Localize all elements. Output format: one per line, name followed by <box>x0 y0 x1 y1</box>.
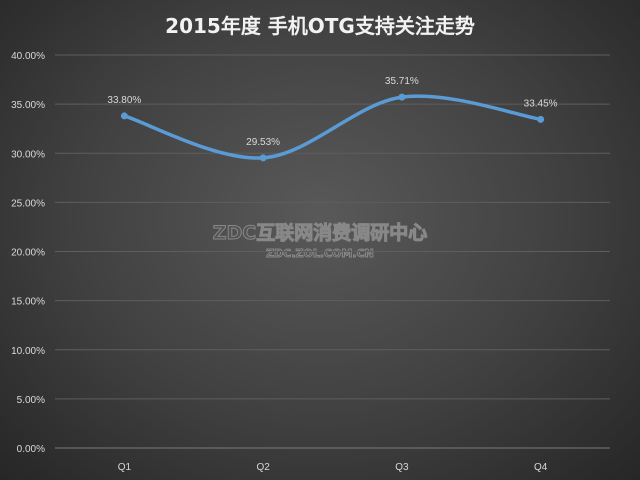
data-label: 33.80% <box>107 95 141 106</box>
x-tick-label: Q1 <box>118 462 132 473</box>
data-point <box>120 112 128 120</box>
y-tick-label: 20.00% <box>11 248 45 259</box>
x-tick-label: Q2 <box>256 462 270 473</box>
y-tick-label: 15.00% <box>11 297 45 308</box>
y-tick-label: 5.00% <box>17 395 45 406</box>
x-tick-label: Q4 <box>534 462 548 473</box>
data-point <box>259 154 267 162</box>
data-label: 33.45% <box>524 98 558 109</box>
y-tick-label: 0.00% <box>17 444 45 455</box>
watermark: ZDC互联网消费调研中心 <box>212 222 428 245</box>
y-tick-label: 30.00% <box>11 149 45 160</box>
data-label: 29.53% <box>246 137 280 148</box>
y-tick-label: 10.00% <box>11 346 45 357</box>
x-tick-label: Q3 <box>395 462 409 473</box>
watermark-url: ZDC.ZOL.COM.CN <box>266 247 375 261</box>
data-point <box>398 93 406 101</box>
y-tick-label: 35.00% <box>11 100 45 111</box>
data-label: 35.71% <box>385 76 419 87</box>
y-tick-label: 40.00% <box>11 51 45 62</box>
y-tick-label: 25.00% <box>11 198 45 209</box>
series-line <box>122 94 543 160</box>
chart-title: 2015年度 手机OTG支持关注走势 <box>165 14 475 38</box>
data-point <box>537 115 545 123</box>
